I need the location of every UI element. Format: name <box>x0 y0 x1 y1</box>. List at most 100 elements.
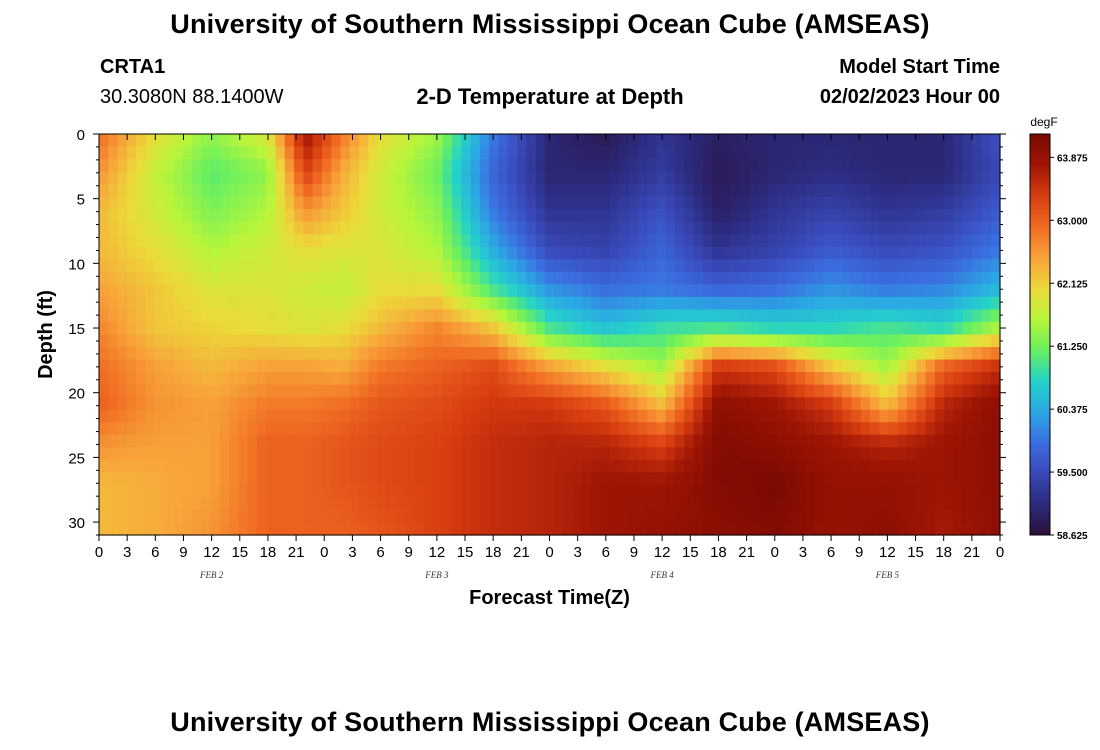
heatmap-cell <box>377 134 388 148</box>
heatmap-cell <box>619 146 630 160</box>
heatmap-cell <box>823 246 834 260</box>
heatmap-cell <box>340 484 351 499</box>
heatmap-cell <box>721 347 732 361</box>
heatmap-cell <box>284 422 295 436</box>
heatmap-cell <box>386 146 397 160</box>
heatmap-cell <box>842 359 852 373</box>
heatmap-cell <box>386 384 397 398</box>
heatmap-cell <box>842 372 852 386</box>
heatmap-cell <box>489 522 500 536</box>
heatmap-cell <box>656 271 667 285</box>
heatmap-cell <box>684 271 695 285</box>
heatmap-cell <box>693 196 704 210</box>
heatmap-cell <box>108 522 119 536</box>
heatmap-cell <box>442 146 453 160</box>
heatmap-cell <box>823 372 834 386</box>
heatmap-cell <box>201 271 212 285</box>
heatmap-cell <box>665 497 676 511</box>
heatmap-cell <box>470 134 481 148</box>
heatmap-cell <box>860 422 871 436</box>
heatmap-cell <box>266 522 277 536</box>
heatmap-cell <box>702 347 713 361</box>
heatmap-cell <box>201 184 212 198</box>
heatmap-cell <box>516 171 527 185</box>
heatmap-cell <box>591 497 602 511</box>
heatmap-cell <box>331 309 342 323</box>
heatmap-cell <box>99 522 109 536</box>
heatmap-cell <box>201 159 212 173</box>
heatmap-cell <box>424 159 434 173</box>
heatmap-cell <box>758 384 769 398</box>
heatmap-cell <box>349 196 360 210</box>
heatmap-cell <box>507 246 518 260</box>
heatmap-cell <box>665 159 676 173</box>
heatmap-cell <box>312 384 323 398</box>
heatmap-cell <box>136 397 147 411</box>
heatmap-cell <box>777 159 787 173</box>
heatmap-cell <box>386 397 397 411</box>
heatmap-cell <box>405 321 416 336</box>
heatmap-cell <box>702 321 713 336</box>
heatmap-cell <box>981 372 992 386</box>
heatmap-cell <box>136 259 147 273</box>
heatmap-cell <box>758 184 769 198</box>
heatmap-cell <box>312 497 323 511</box>
heatmap-cell <box>563 221 574 235</box>
heatmap-cell <box>516 384 527 398</box>
heatmap-cell <box>321 359 332 373</box>
heatmap-cell <box>377 284 388 298</box>
heatmap-cell <box>777 271 787 285</box>
heatmap-cell <box>554 509 565 524</box>
heatmap-cell <box>814 459 825 473</box>
heatmap-cell <box>470 159 481 173</box>
heatmap-cell <box>396 146 407 160</box>
heatmap-cell <box>795 484 806 499</box>
heatmap-cell <box>294 184 304 198</box>
heatmap-cell <box>897 284 908 298</box>
heatmap-cell <box>572 422 583 436</box>
heatmap-cell <box>795 372 806 386</box>
heatmap-cell <box>981 296 992 311</box>
heatmap-cell <box>396 134 407 148</box>
heatmap-cell <box>201 209 212 223</box>
heatmap-cell <box>990 472 1001 486</box>
heatmap-cell <box>516 459 527 473</box>
heatmap-cell <box>600 271 611 285</box>
heatmap-cell <box>767 347 778 361</box>
heatmap-cell <box>507 259 518 273</box>
heatmap-cell <box>99 221 109 235</box>
heatmap-cell <box>582 309 592 323</box>
heatmap-cell <box>498 509 509 524</box>
heatmap-cell <box>219 209 230 223</box>
heatmap-cell <box>451 221 462 235</box>
y-axis-title: Depth (ft) <box>35 290 57 379</box>
heatmap-cell <box>962 246 973 260</box>
heatmap-cell <box>164 196 174 210</box>
heatmap-cell <box>656 146 667 160</box>
heatmap-cell <box>869 484 880 499</box>
colorbar-tick-label: 62.125 <box>1057 279 1088 290</box>
heatmap-cell <box>916 184 927 198</box>
heatmap-cell <box>851 459 862 473</box>
heatmap-cell <box>229 321 239 336</box>
heatmap-cell <box>758 259 769 273</box>
heatmap-cell <box>256 447 267 461</box>
heatmap-cell <box>136 472 147 486</box>
heatmap-cell <box>126 134 137 148</box>
heatmap-cell <box>191 347 202 361</box>
heatmap-cell <box>823 409 834 423</box>
heatmap-cell <box>804 459 815 473</box>
heatmap-cell <box>108 296 119 311</box>
heatmap-cell <box>842 484 852 499</box>
heatmap-cell <box>860 459 871 473</box>
heatmap-cell <box>321 209 332 223</box>
heatmap-cell <box>201 384 212 398</box>
heatmap-cell <box>544 321 555 336</box>
heatmap-cell <box>712 234 722 248</box>
heatmap-cell <box>721 159 732 173</box>
heatmap-cell <box>544 472 555 486</box>
heatmap-cell <box>414 497 425 511</box>
heatmap-cell <box>145 472 156 486</box>
heatmap-cell <box>972 184 983 198</box>
heatmap-cell <box>619 434 630 448</box>
